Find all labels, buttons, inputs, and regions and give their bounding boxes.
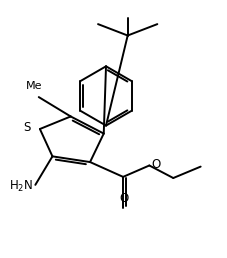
Text: Me: Me [26, 81, 42, 91]
Text: O: O [119, 192, 128, 205]
Text: O: O [151, 158, 160, 171]
Text: S: S [24, 121, 31, 134]
Text: H$_2$N: H$_2$N [9, 179, 33, 194]
